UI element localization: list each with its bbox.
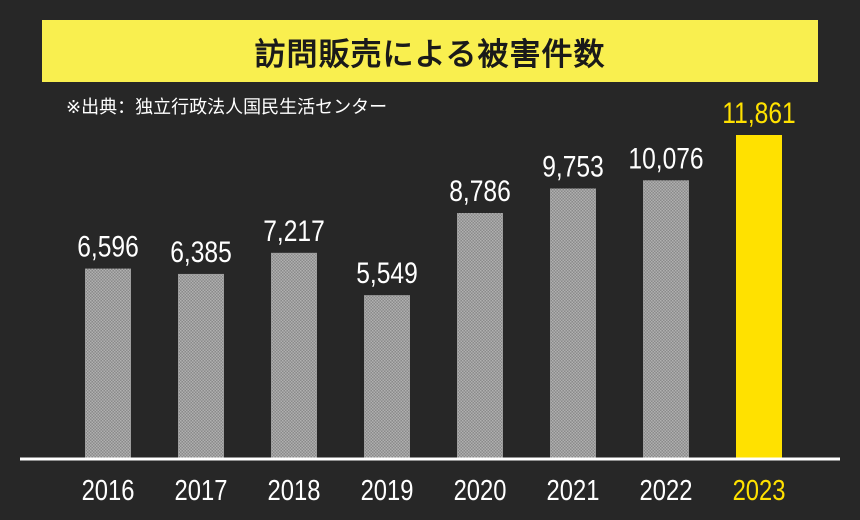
bar-2023 [736, 135, 782, 458]
value-label: 9,753 [542, 149, 604, 183]
x-tick-label: 2018 [268, 474, 321, 507]
value-label: 6,596 [77, 229, 139, 263]
bar-2016 [85, 268, 131, 458]
bar-2018 [271, 252, 317, 458]
source-note: ※出典：独立行政法人国民生活センター [66, 97, 388, 118]
value-label: 10,076 [628, 141, 703, 175]
value-label: 6,385 [170, 235, 232, 269]
bar-2022 [643, 180, 689, 459]
bar-2021 [550, 188, 596, 458]
value-label: 8,786 [449, 174, 511, 208]
value-label: 11,861 [722, 96, 795, 130]
x-tick-label: 2020 [454, 474, 507, 507]
x-tick-label: 2017 [175, 474, 228, 507]
x-tick-label: 2019 [361, 474, 414, 507]
value-label: 7,217 [263, 213, 325, 247]
value-label: 5,549 [356, 256, 418, 290]
x-tick-label: 2021 [547, 474, 600, 507]
bar-2019 [364, 295, 410, 458]
bar-2020 [457, 213, 503, 458]
bar-2017 [178, 273, 224, 458]
x-tick-label: 2022 [640, 474, 693, 507]
chart-title-band: 訪問販売による被害件数 [42, 20, 818, 82]
chart-title: 訪問販売による被害件数 [254, 36, 606, 73]
x-tick-label: 2016 [82, 474, 135, 507]
x-tick-label: 2023 [733, 474, 786, 507]
